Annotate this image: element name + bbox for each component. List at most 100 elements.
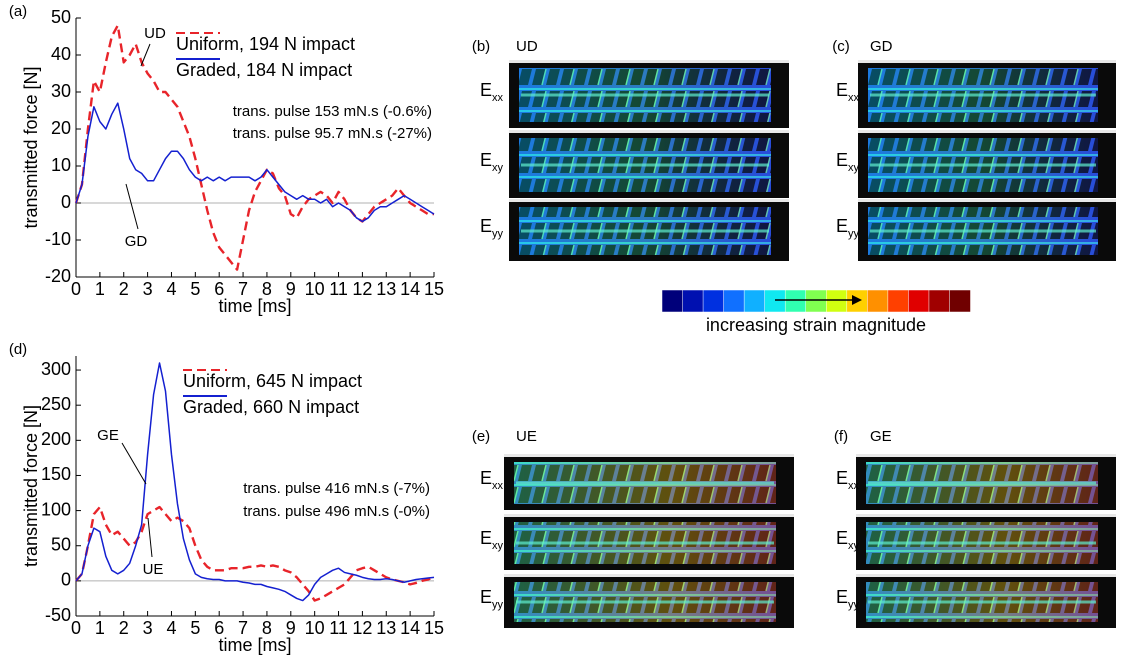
colorbar-caption: increasing strain magnitude	[706, 315, 926, 335]
row-label: Exy	[480, 150, 504, 174]
row-label-main: E	[480, 150, 492, 170]
colorbar-cell	[743, 289, 766, 313]
x-tick-label: 6	[214, 618, 224, 638]
annotation: GE	[97, 427, 119, 444]
x-tick-label: 5	[190, 618, 200, 638]
row-label-main: E	[480, 216, 492, 236]
x-tick-label: 6	[214, 279, 224, 299]
colorbar-cell	[928, 289, 951, 313]
x-tick-label: 13	[376, 618, 396, 638]
row-label: Exy	[836, 150, 860, 174]
y-tick-label: 300	[41, 359, 71, 379]
callout-line	[121, 442, 147, 485]
x-tick-label: 10	[305, 618, 325, 638]
x-tick-label: 11	[329, 279, 348, 299]
y-tick-label: 30	[51, 81, 71, 101]
y-tick-label: 250	[41, 394, 71, 414]
x-tick-label: 10	[305, 279, 325, 299]
row-label-main: E	[836, 468, 848, 488]
x-tick-label: 14	[400, 279, 420, 299]
edge-glare	[509, 199, 789, 202]
row-label: Exx	[480, 80, 504, 104]
colorbar: increasing strain magnitude	[661, 289, 971, 335]
y-tick-label: 200	[41, 429, 71, 449]
series-line	[74, 24, 434, 271]
callout-line	[147, 517, 153, 558]
x-axis-label: time [ms]	[218, 635, 291, 655]
row-label-main: E	[836, 150, 848, 170]
row-label-sub: xy	[848, 162, 860, 174]
row-label-main: E	[480, 528, 492, 548]
series-line	[75, 505, 435, 602]
y-tick-label: 20	[51, 118, 71, 138]
y-tick-label: -10	[45, 229, 71, 249]
x-tick-label: 0	[71, 279, 81, 299]
edge-glare	[509, 130, 789, 133]
y-tick-label: 0	[61, 192, 71, 212]
panel-title: GE	[870, 428, 892, 445]
annotation: trans. pulse 153 mN.s (-0.6%)	[233, 103, 432, 120]
x-tick-label: 14	[400, 618, 420, 638]
colorbar-cell	[702, 289, 725, 313]
x-tick-label: 15	[424, 279, 444, 299]
annotation: trans. pulse 416 mN.s (-7%)	[243, 480, 430, 497]
edge-glare	[858, 60, 1116, 63]
row-label: Exy	[836, 528, 860, 552]
x-tick-label: 0	[71, 618, 81, 638]
colorbar-cell	[949, 289, 971, 313]
colorbar-cell	[723, 289, 745, 313]
row-label-sub: yy	[492, 599, 504, 611]
x-tick-label: 1	[95, 279, 105, 299]
edge-glare	[504, 454, 794, 457]
row-label-sub: yy	[848, 228, 860, 240]
colorbar-cell	[887, 289, 910, 313]
panel-label: (e)	[472, 428, 490, 445]
y-tick-label: 10	[51, 155, 71, 175]
row-label: Eyy	[480, 216, 504, 240]
colorbar-cell	[764, 289, 786, 313]
y-tick-label: 50	[51, 534, 71, 554]
annotation: trans. pulse 496 mN.s (-0%)	[243, 503, 430, 520]
series-line	[75, 362, 435, 602]
row-label-main: E	[480, 468, 492, 488]
annotation: GD	[125, 233, 148, 250]
x-tick-label: 1	[95, 618, 105, 638]
panel-label: (b)	[472, 38, 490, 55]
y-tick-label: 150	[41, 464, 71, 484]
row-label: Eyy	[836, 587, 860, 611]
edge-glare	[858, 130, 1116, 133]
annotation: trans. pulse 95.7 mN.s (-27%)	[233, 125, 432, 142]
y-axis-label: transmitted force [N]	[21, 66, 41, 228]
x-tick-label: 3	[143, 618, 153, 638]
row-label-sub: xx	[848, 480, 860, 492]
edge-glare	[504, 514, 794, 517]
x-tick-label: 9	[286, 279, 296, 299]
row-label-sub: xy	[492, 540, 504, 552]
row-label-sub: yy	[848, 599, 860, 611]
y-tick-label: -20	[45, 266, 71, 286]
y-axis-label: transmitted force [N]	[21, 405, 41, 567]
colorbar-arrowhead	[852, 295, 862, 305]
x-tick-label: 4	[166, 279, 176, 299]
panel-title: GD	[870, 38, 893, 55]
row-label-sub: yy	[492, 228, 504, 240]
panel-title: UD	[516, 38, 538, 55]
y-tick-label: 50	[51, 7, 71, 27]
x-tick-label: 2	[119, 618, 129, 638]
colorbar-cell	[784, 289, 807, 313]
callout-line	[140, 43, 151, 67]
callout-line	[125, 183, 139, 230]
x-tick-label: 2	[119, 279, 129, 299]
x-tick-label: 11	[329, 618, 348, 638]
row-label: Exy	[480, 528, 504, 552]
y-tick-label: 40	[51, 44, 71, 64]
row-label-sub: xy	[492, 162, 504, 174]
y-tick-label: 0	[61, 570, 71, 590]
row-label-sub: xy	[848, 540, 860, 552]
row-label: Exx	[836, 468, 860, 492]
x-tick-label: 5	[190, 279, 200, 299]
x-tick-label: 3	[143, 279, 153, 299]
